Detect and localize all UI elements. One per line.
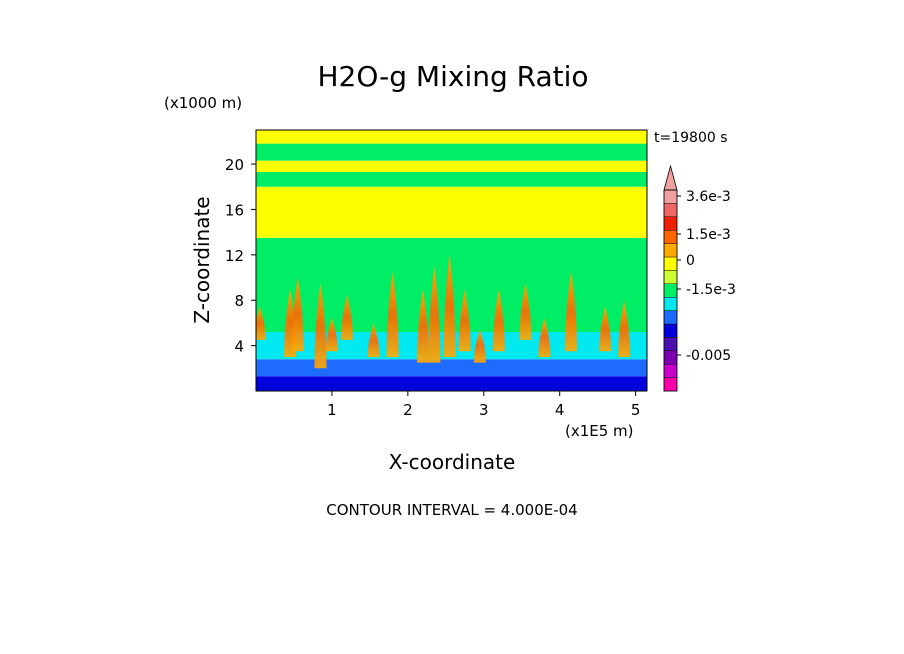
plume-10	[443, 254, 456, 357]
x-axis-label: X-coordinate	[389, 450, 516, 474]
contour-band-5	[256, 171, 647, 187]
colorbar-band-4	[663, 323, 678, 338]
x-tick-label-2: 2	[403, 401, 413, 419]
plume-3	[314, 283, 327, 369]
colorbar-band-11	[663, 229, 678, 244]
plume-2	[291, 277, 304, 352]
plume-18	[618, 300, 631, 357]
colorbar-band-6	[663, 297, 678, 311]
contour-interval-label: CONTOUR INTERVAL = 4.000E-04	[326, 501, 577, 519]
contour-band-0	[256, 376, 647, 391]
y-tick-label-8: 8	[234, 292, 244, 310]
colorbar-band-9	[663, 256, 678, 271]
colorbar-label-1: 1.5e-3	[686, 227, 731, 243]
colorbar-band-2	[663, 350, 678, 365]
y-tick-label-12: 12	[225, 247, 244, 265]
plume-17	[599, 305, 612, 352]
colorbar-band-0	[663, 377, 678, 392]
plot-frame	[255, 129, 648, 392]
colorbar-band-1	[663, 364, 678, 378]
plot-area	[255, 129, 648, 392]
plume-11	[458, 288, 471, 352]
plume-7	[386, 271, 399, 357]
y-axis-label: Z-coordinate	[190, 196, 214, 323]
x-tick-label-4: 4	[555, 401, 565, 419]
colorbar-label-0: 3.6e-3	[686, 189, 731, 205]
chart-title: H2O-g Mixing Ratio	[317, 60, 588, 93]
y-axis: 4 8 12 16 20	[225, 156, 256, 356]
y-tick-label-20: 20	[225, 156, 244, 174]
x-unit-label: (x1E5 m)	[565, 422, 634, 440]
contour-band-4	[256, 186, 647, 238]
plume-14	[519, 283, 532, 340]
y-unit-label: (x1000 m)	[164, 94, 242, 112]
colorbar-extension-top	[663, 164, 678, 191]
plume-13	[492, 288, 505, 352]
plume-12	[473, 328, 486, 363]
plume-15	[538, 317, 551, 357]
y-tick-label-4: 4	[234, 338, 244, 356]
colorbar: 3.6e-3 1.5e-3 0 -1.5e-3 -0.005	[663, 164, 736, 392]
colorbar-band-13	[663, 203, 678, 217]
plume-9	[428, 266, 441, 363]
plume-6	[367, 322, 380, 357]
time-label: t=19800 s	[654, 130, 728, 146]
x-tick-label-3: 3	[479, 401, 489, 419]
colorbar-label-2: 0	[686, 253, 695, 269]
contour-band-7	[256, 143, 647, 161]
x-tick-label-1: 1	[327, 401, 337, 419]
colorbar-band-8	[663, 270, 678, 284]
colorbar-band-7	[663, 283, 678, 298]
x-tick-label-5: 5	[631, 401, 641, 419]
plume-4	[325, 317, 338, 352]
x-axis: 1 2 3 4 5	[327, 391, 640, 419]
colorbar-label-3: -1.5e-3	[686, 282, 736, 298]
contour-band-1	[256, 359, 647, 377]
colorbar-label-4: -0.005	[686, 348, 731, 364]
colorbar-band-3	[663, 337, 678, 351]
y-tick-label-16: 16	[225, 201, 244, 219]
plume-0	[256, 305, 266, 340]
colorbar-frame	[663, 189, 678, 392]
colorbar-band-10	[663, 243, 678, 258]
contour-band-6	[256, 160, 647, 172]
colorbar-band-12	[663, 216, 678, 231]
colorbar-band-5	[663, 310, 678, 325]
plume-5	[341, 294, 354, 340]
colorbar-band-14	[663, 189, 678, 204]
contour-band-8	[256, 130, 647, 144]
plume-16	[565, 271, 578, 352]
plume-8	[417, 288, 430, 363]
